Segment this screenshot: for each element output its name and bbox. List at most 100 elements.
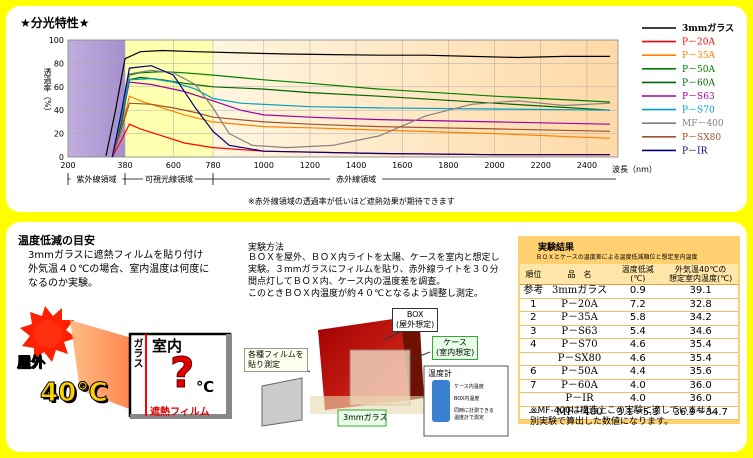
results-row: 4 P－S70 4.6 35.4 <box>520 338 738 353</box>
experiment-title: 温度低減の目安 <box>18 234 95 247</box>
x-tick-label: 1800 <box>438 161 458 170</box>
legend-entry-4: P－60A <box>682 78 716 88</box>
results-cell: 35.4 <box>663 352 738 366</box>
x-tick-label: 1000 <box>254 161 274 170</box>
results-cell: — <box>520 406 547 420</box>
region-label-0: 紫外線領域 <box>77 174 117 184</box>
results-cell: 3.1～5.3 <box>612 406 664 420</box>
region-label-1: 可視光線領域 <box>145 174 193 184</box>
y-tick-label: 20 <box>54 130 64 139</box>
results-cell: 34.6 <box>663 325 738 339</box>
results-cell: 3 <box>520 325 547 339</box>
results-cell: P－60A <box>546 379 613 393</box>
results-cell: 参考 <box>520 284 547 299</box>
legend-entry-9: P－IR <box>682 146 708 156</box>
results-cell: 7.2 <box>612 298 664 312</box>
legend-entry-5: P－S63 <box>682 92 715 102</box>
x-axis-label: 波長（nm） <box>612 165 657 174</box>
y-tick-label: 0 <box>59 153 64 162</box>
results-cell: MF－400 <box>546 406 613 420</box>
results-cell: 4.0 <box>612 392 664 407</box>
results-note: ※MF-400は構造上この実験に適していません。 別実験で算出した数値になります… <box>530 406 724 427</box>
case-temp-label: ケース内温度 <box>454 384 484 390</box>
results-cell: P－S70 <box>546 338 613 353</box>
results-row: — MF－400 3.1～5.3 36.9～34.7 <box>520 406 738 420</box>
results-table: 順位品 名温度低減 (℃) 外気温40℃の 想定室内温度(℃) 参考 3mmガラス 0… <box>520 264 738 420</box>
results-cell: 5.8 <box>612 311 664 326</box>
indoor-label: 室内 <box>152 337 183 355</box>
region-label-bg-1 <box>143 173 195 185</box>
glass-label-box <box>337 409 387 427</box>
results-row: 7 P－60A 4.0 36.0 <box>520 379 738 393</box>
results-cell: 36.9～34.7 <box>663 406 738 420</box>
room-shadow-bottom <box>130 414 232 419</box>
results-cell: P－S63 <box>546 325 613 339</box>
results-cell: 36.0 <box>663 379 738 393</box>
results-cell: 6 <box>520 365 547 380</box>
y-tick-label: 100 <box>49 36 64 45</box>
results-col-header: 順位 <box>520 264 547 285</box>
glass-label: 3mmガラス <box>343 413 388 422</box>
x-tick-label: 380 <box>117 161 132 170</box>
chart-note: ※赤外線領域の透過率が低いほど遮熱効果が期待できます <box>248 197 455 206</box>
results-row: 3 P－S63 5.4 34.6 <box>520 325 738 339</box>
results-col-header: 品 名 <box>546 264 613 285</box>
x-tick-label: 1400 <box>346 161 366 170</box>
x-tick-label: 600 <box>166 161 181 170</box>
results-cell: 34.2 <box>663 311 738 326</box>
question-mark: ? <box>169 348 195 398</box>
legend-entry-7: MF－400 <box>682 119 724 129</box>
film-label: 遮熱フィルム <box>150 407 210 418</box>
legend-entry-6: P－S70 <box>682 106 715 116</box>
legend-entry-0: 3mmガラス <box>682 22 734 34</box>
uv-shade <box>68 40 125 157</box>
room-shadow <box>226 334 232 418</box>
results-cell: 32.8 <box>663 298 738 312</box>
results-cell: P－IR <box>546 392 613 407</box>
legend-entry-8: P－SX80 <box>682 133 721 143</box>
results-cell: 36.0 <box>663 392 738 407</box>
series-line-9 <box>111 65 610 158</box>
x-tick-label: 1200 <box>300 161 320 170</box>
results-cell: 2 <box>520 311 547 326</box>
box-temp-label: BOX内温度 <box>454 396 480 402</box>
film-sample <box>261 377 303 427</box>
results-row: 6 P－50A 4.4 35.6 <box>520 365 738 380</box>
region-bg-0 <box>68 40 125 157</box>
y-tick-label: 40 <box>54 106 64 115</box>
series-line-8 <box>111 102 611 158</box>
outdoor-temp: 40℃ <box>40 378 109 409</box>
series-line-2 <box>111 95 611 158</box>
x-tick-label: 2400 <box>577 161 597 170</box>
series-line-0 <box>105 49 610 156</box>
results-col-header: 外気温40℃の 想定室内温度(℃) <box>663 264 738 285</box>
legend-entry-1: P－20A <box>682 38 716 48</box>
results-cell: 5.4 <box>612 325 664 339</box>
series-line-6 <box>111 77 611 158</box>
results-cell: P－SX80 <box>546 352 613 366</box>
x-tick-label: 2200 <box>531 161 551 170</box>
sun-icon <box>20 306 76 362</box>
method-text: ＢＯＸを屋外、ＢＯＸ内ライトを太陽、ケースを室内と想定し 実験。３mmガラスにフ… <box>248 253 500 299</box>
legend-entry-2: P－35A <box>682 51 716 61</box>
results-cell: 39.1 <box>663 284 738 299</box>
thermometer-icon <box>432 380 450 422</box>
thermo-note: 同時に計測できる 温度計で測定 <box>454 408 494 421</box>
chart-title: ★分光特性★ <box>20 16 90 30</box>
results-subtitle: ＢＯＸとケースの温度差による温度低減順位と想定室内温度 <box>536 254 698 261</box>
spectral-chart: 0 20 40 60 80 100 200 380 600 780 1000 1200 1400 1600… <box>49 22 734 185</box>
x-tick-label: 1600 <box>392 161 412 170</box>
results-cell: 3mmガラス <box>546 284 613 299</box>
series-line-7 <box>111 69 611 158</box>
results-cell: 1 <box>520 298 547 312</box>
x-tick-label: 780 <box>205 161 220 170</box>
results-cell: 4.0 <box>612 379 664 393</box>
results-cell: P－20A <box>546 298 613 312</box>
results-cell: P－50A <box>546 365 613 380</box>
case-callout-line <box>409 351 431 361</box>
results-cell: 4.4 <box>612 365 664 380</box>
results-cell: 0.9 <box>612 284 664 299</box>
thermometer-label: 温度計 <box>428 369 452 378</box>
plot-frame <box>67 39 619 158</box>
method-title: 実験方法 <box>248 243 285 253</box>
